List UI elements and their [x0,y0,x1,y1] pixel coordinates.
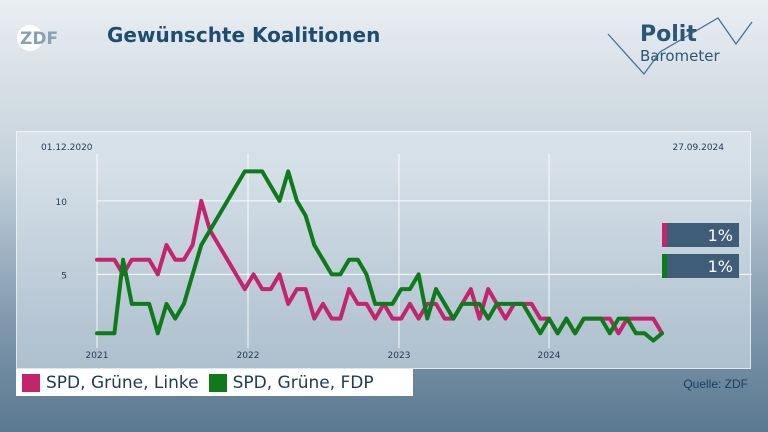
x-end-label: 27.09.2024 [672,143,724,153]
zdf-logo: ZDF [17,25,58,51]
legend-swatch-linke [22,373,40,392]
latest-value-marker-0 [662,223,667,247]
latest-value-marker-1 [662,254,667,278]
chart-panel: 5 10 2021 2022 2023 2024 01.12.2020 27.09.2024 1… [16,131,752,369]
legend-item-fdp: SPD, Grüne, FDP [208,372,374,393]
source-label: Quelle: ZDF [683,377,748,391]
legend: SPD, Grüne, Linke SPD, Grüne, FDP [16,369,413,396]
legend-swatch-fdp [208,373,227,392]
politbarometer-logo-zigzag-icon [607,17,753,76]
latest-value-box-1 [662,254,739,278]
y-tick-label: 5 [61,271,67,281]
x-tick-label: 2024 [538,351,561,361]
brand-barometer: Barometer [640,47,720,65]
line-chart: 5 10 2021 2022 2023 2024 01.12.2020 27.09.2024 1… [41,143,752,361]
x-tick-label: 2021 [86,351,109,361]
legend-label-fdp: SPD, Grüne, FDP [232,372,374,393]
legend-item-linke: SPD, Grüne, Linke [22,373,199,393]
latest-value-box-0 [662,223,739,247]
x-start-label: 01.12.2020 [41,143,93,153]
series-line-1 [95,169,664,343]
zdf-logo-text: ZDF [20,29,58,49]
latest-value-label-0: 1% [708,226,733,245]
brand-polit: Polit [640,22,697,47]
latest-value-label-1: 1% [708,257,733,276]
legend-label-linke: SPD, Grüne, Linke [46,372,199,393]
y-tick-label: 10 [56,198,68,208]
page-title: Gewünschte Koalitionen [107,23,381,47]
x-tick-label: 2022 [237,351,260,361]
x-tick-label: 2023 [388,351,411,361]
series-line-0 [95,198,664,336]
